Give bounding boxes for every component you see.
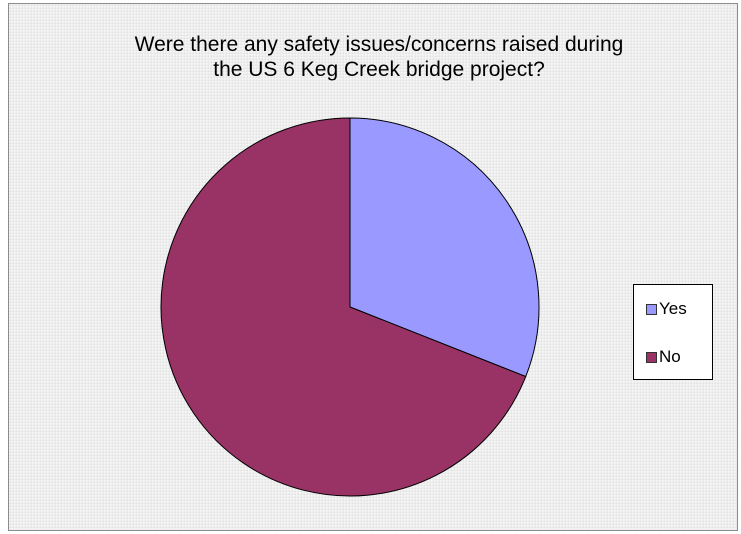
legend-item-no: No — [646, 347, 681, 367]
legend: Yes No — [633, 284, 713, 380]
legend-label-no: No — [659, 347, 681, 366]
pie-plot — [160, 117, 540, 497]
legend-swatch-yes — [646, 303, 657, 315]
chart-title-line-2: the US 6 Keg Creek bridge project? — [213, 58, 545, 81]
chart-title: Were there any safety issues/concerns ra… — [49, 32, 709, 82]
chart-area: Were there any safety issues/concerns ra… — [8, 3, 738, 531]
chart-title-line-1: Were there any safety issues/concerns ra… — [134, 33, 624, 56]
pie-slice-yes — [349, 117, 540, 378]
pie-slice-no — [160, 117, 527, 497]
legend-item-yes: Yes — [646, 299, 687, 319]
legend-label-yes: Yes — [659, 299, 687, 318]
legend-swatch-no — [646, 351, 657, 363]
